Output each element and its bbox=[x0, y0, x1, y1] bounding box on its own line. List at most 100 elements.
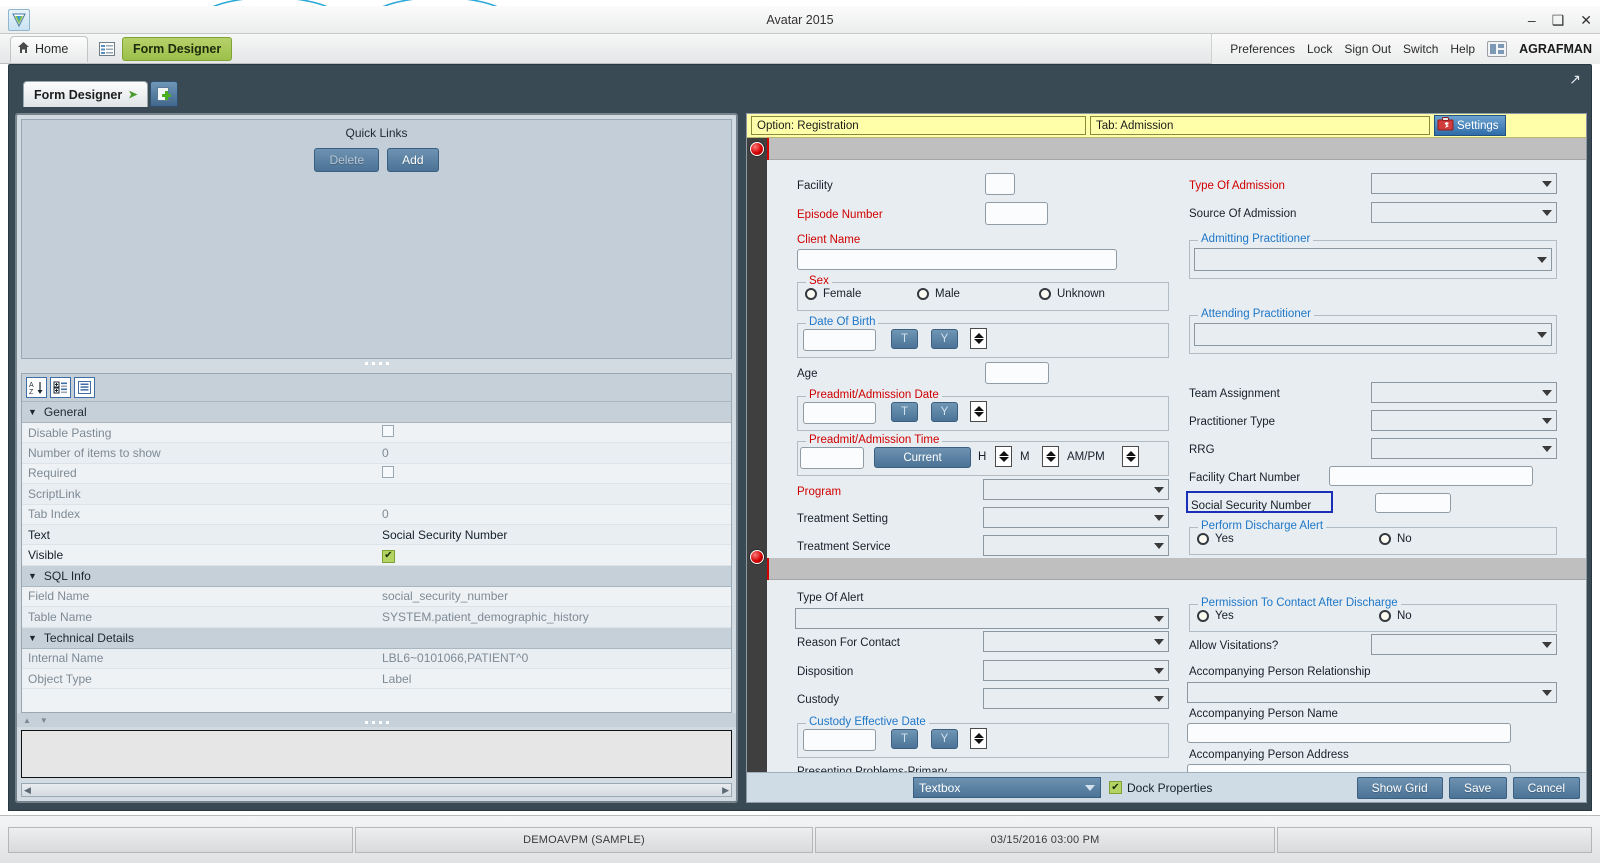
button-custody-date-today[interactable]: T bbox=[891, 729, 918, 749]
add-tab-icon[interactable] bbox=[150, 81, 179, 107]
property-value[interactable]: ✔ bbox=[382, 547, 731, 563]
spinner-preadmit-date[interactable] bbox=[970, 401, 987, 422]
property-pages-icon[interactable] bbox=[74, 377, 95, 398]
combobox-treatment-setting[interactable] bbox=[983, 507, 1169, 528]
property-value[interactable] bbox=[382, 425, 731, 440]
input-facility[interactable] bbox=[985, 173, 1015, 195]
radio-discharge-alert-yes[interactable]: Yes bbox=[1197, 533, 1234, 545]
tab-field[interactable]: Tab: Admission bbox=[1090, 116, 1430, 135]
combobox-team-assignment[interactable] bbox=[1371, 382, 1557, 403]
input-accompanying-person-name[interactable] bbox=[1187, 723, 1511, 743]
minimize-icon[interactable]: – bbox=[1527, 12, 1536, 28]
input-episode-number[interactable] bbox=[985, 202, 1048, 225]
property-group-general[interactable]: ▼ General bbox=[22, 402, 731, 423]
window-layout-icon[interactable] bbox=[1487, 41, 1508, 57]
spinner-hour[interactable] bbox=[995, 446, 1012, 467]
property-value[interactable]: Label bbox=[382, 671, 412, 686]
checkbox-unchecked[interactable] bbox=[382, 425, 394, 438]
button-dob-yesterday[interactable]: Y bbox=[931, 329, 958, 349]
input-preadmit-date[interactable] bbox=[803, 402, 876, 424]
input-date-of-birth[interactable] bbox=[803, 329, 876, 351]
property-panel-resize-grip[interactable] bbox=[17, 717, 736, 727]
sort-alphabetical-icon[interactable]: A Z bbox=[26, 377, 47, 398]
property-row-text[interactable]: Text Social Security Number bbox=[22, 524, 731, 546]
property-value[interactable]: Social Security Number bbox=[382, 527, 508, 542]
combobox-reason-for-contact[interactable] bbox=[983, 631, 1169, 652]
spinner-ampm[interactable] bbox=[1122, 446, 1139, 467]
combobox-admitting-practitioner[interactable] bbox=[1194, 248, 1552, 271]
property-value[interactable]: 0 bbox=[382, 446, 389, 461]
button-preadmit-date-yesterday[interactable]: Y bbox=[931, 402, 958, 422]
quick-links-resize-grip[interactable] bbox=[22, 358, 731, 368]
quick-links-add-button[interactable]: Add bbox=[387, 148, 439, 172]
quick-links-delete-button[interactable]: Delete bbox=[314, 148, 380, 172]
combobox-practitioner-type[interactable] bbox=[1371, 410, 1557, 431]
close-icon[interactable]: ✕ bbox=[1580, 12, 1592, 28]
combobox-accompanying-person-relationship[interactable] bbox=[1187, 682, 1557, 703]
property-row-scriptlink[interactable]: ScriptLink bbox=[22, 484, 731, 505]
input-accompanying-person-address[interactable] bbox=[1187, 764, 1511, 772]
property-value[interactable] bbox=[382, 465, 731, 481]
nav-link-sign-out[interactable]: Sign Out bbox=[1344, 42, 1392, 56]
radio-sex-unknown[interactable]: Unknown bbox=[1039, 288, 1105, 300]
spinner-custody-date[interactable] bbox=[970, 728, 987, 749]
cancel-button[interactable]: Cancel bbox=[1512, 776, 1580, 799]
spinner-minute[interactable] bbox=[1042, 446, 1059, 467]
radio-permission-contact-no[interactable]: No bbox=[1379, 610, 1412, 622]
spinner-date-of-birth[interactable] bbox=[970, 328, 987, 349]
scroll-right-icon[interactable]: ▶ bbox=[722, 784, 729, 795]
input-age[interactable] bbox=[985, 362, 1049, 384]
nav-link-switch[interactable]: Switch bbox=[1403, 42, 1439, 56]
scroll-left-icon[interactable]: ◀ bbox=[24, 784, 31, 795]
gutter-marker[interactable] bbox=[750, 550, 764, 564]
selection-outline-social-security-number[interactable] bbox=[1186, 491, 1333, 513]
dock-properties-checkbox-group[interactable]: ✔ Dock Properties bbox=[1109, 781, 1212, 795]
combobox-attending-practitioner[interactable] bbox=[1194, 323, 1552, 346]
property-row-tab-index[interactable]: Tab Index 0 bbox=[22, 505, 731, 525]
expand-arrow-icon[interactable]: ↗ bbox=[1569, 71, 1581, 87]
sort-up-icon[interactable]: ▲ bbox=[23, 715, 31, 725]
combobox-type-of-admission[interactable] bbox=[1371, 173, 1557, 194]
combobox-disposition[interactable] bbox=[983, 660, 1169, 681]
categorized-view-icon[interactable] bbox=[50, 377, 71, 398]
combobox-type-of-alert[interactable] bbox=[795, 608, 1169, 629]
property-group-sql-info[interactable]: ▼ SQL Info bbox=[22, 565, 731, 587]
show-grid-button[interactable]: Show Grid bbox=[1356, 776, 1443, 799]
property-value[interactable]: LBL6~0101066,PATIENT^0 bbox=[382, 651, 529, 666]
property-value[interactable]: social_security_number bbox=[382, 589, 509, 604]
button-dob-today[interactable]: T bbox=[891, 329, 918, 349]
radio-sex-female[interactable]: Female bbox=[805, 288, 861, 300]
property-value[interactable]: 0 bbox=[382, 507, 389, 522]
nav-link-help[interactable]: Help bbox=[1450, 42, 1476, 56]
nav-home-button[interactable]: Home bbox=[10, 35, 88, 62]
checkbox-checked[interactable]: ✔ bbox=[382, 549, 395, 563]
list-icon[interactable] bbox=[98, 41, 116, 57]
radio-sex-male[interactable]: Male bbox=[917, 288, 960, 300]
property-row-table-name[interactable]: Table Name SYSTEM.patient_demographic_hi… bbox=[22, 607, 731, 628]
combobox-treatment-service[interactable] bbox=[983, 535, 1169, 556]
input-facility-chart-number[interactable] bbox=[1329, 466, 1533, 486]
input-preadmit-time[interactable] bbox=[800, 447, 864, 469]
button-custody-date-yesterday[interactable]: Y bbox=[931, 729, 958, 749]
combobox-source-of-admission[interactable] bbox=[1371, 202, 1557, 223]
property-row-field-name[interactable]: Field Name social_security_number bbox=[22, 587, 731, 608]
input-social-security-number[interactable] bbox=[1375, 493, 1451, 513]
property-row-internal-name[interactable]: Internal Name LBL6~0101066,PATIENT^0 bbox=[22, 648, 731, 669]
checkbox-unchecked[interactable] bbox=[382, 465, 394, 478]
maximize-icon[interactable]: ❑ bbox=[1551, 12, 1565, 28]
property-row-disable-pasting[interactable]: Disable Pasting bbox=[22, 423, 731, 444]
option-field[interactable]: Option: Registration bbox=[751, 116, 1086, 135]
radio-permission-contact-yes[interactable]: Yes bbox=[1197, 610, 1234, 622]
combobox-rrg[interactable] bbox=[1371, 438, 1557, 459]
nav-link-preferences[interactable]: Preferences bbox=[1230, 42, 1295, 56]
nav-module-form-designer[interactable]: Form Designer bbox=[122, 36, 233, 61]
button-current-time[interactable]: Current bbox=[874, 447, 971, 468]
property-value[interactable]: SYSTEM.patient_demographic_history bbox=[382, 609, 589, 624]
left-panel-horizontal-scrollbar[interactable]: ◀ ▶ bbox=[21, 783, 732, 797]
property-row-number-of-items[interactable]: Number of items to show 0 bbox=[22, 443, 731, 464]
input-client-name[interactable] bbox=[797, 249, 1117, 270]
form-design-surface[interactable]: Facility Episode Number Client Name Sex bbox=[767, 138, 1586, 772]
input-custody-effective-date[interactable] bbox=[803, 729, 876, 751]
property-row-object-type[interactable]: Object Type Label bbox=[22, 669, 731, 690]
tab-form-designer[interactable]: Form Designer ➤ bbox=[23, 81, 149, 107]
